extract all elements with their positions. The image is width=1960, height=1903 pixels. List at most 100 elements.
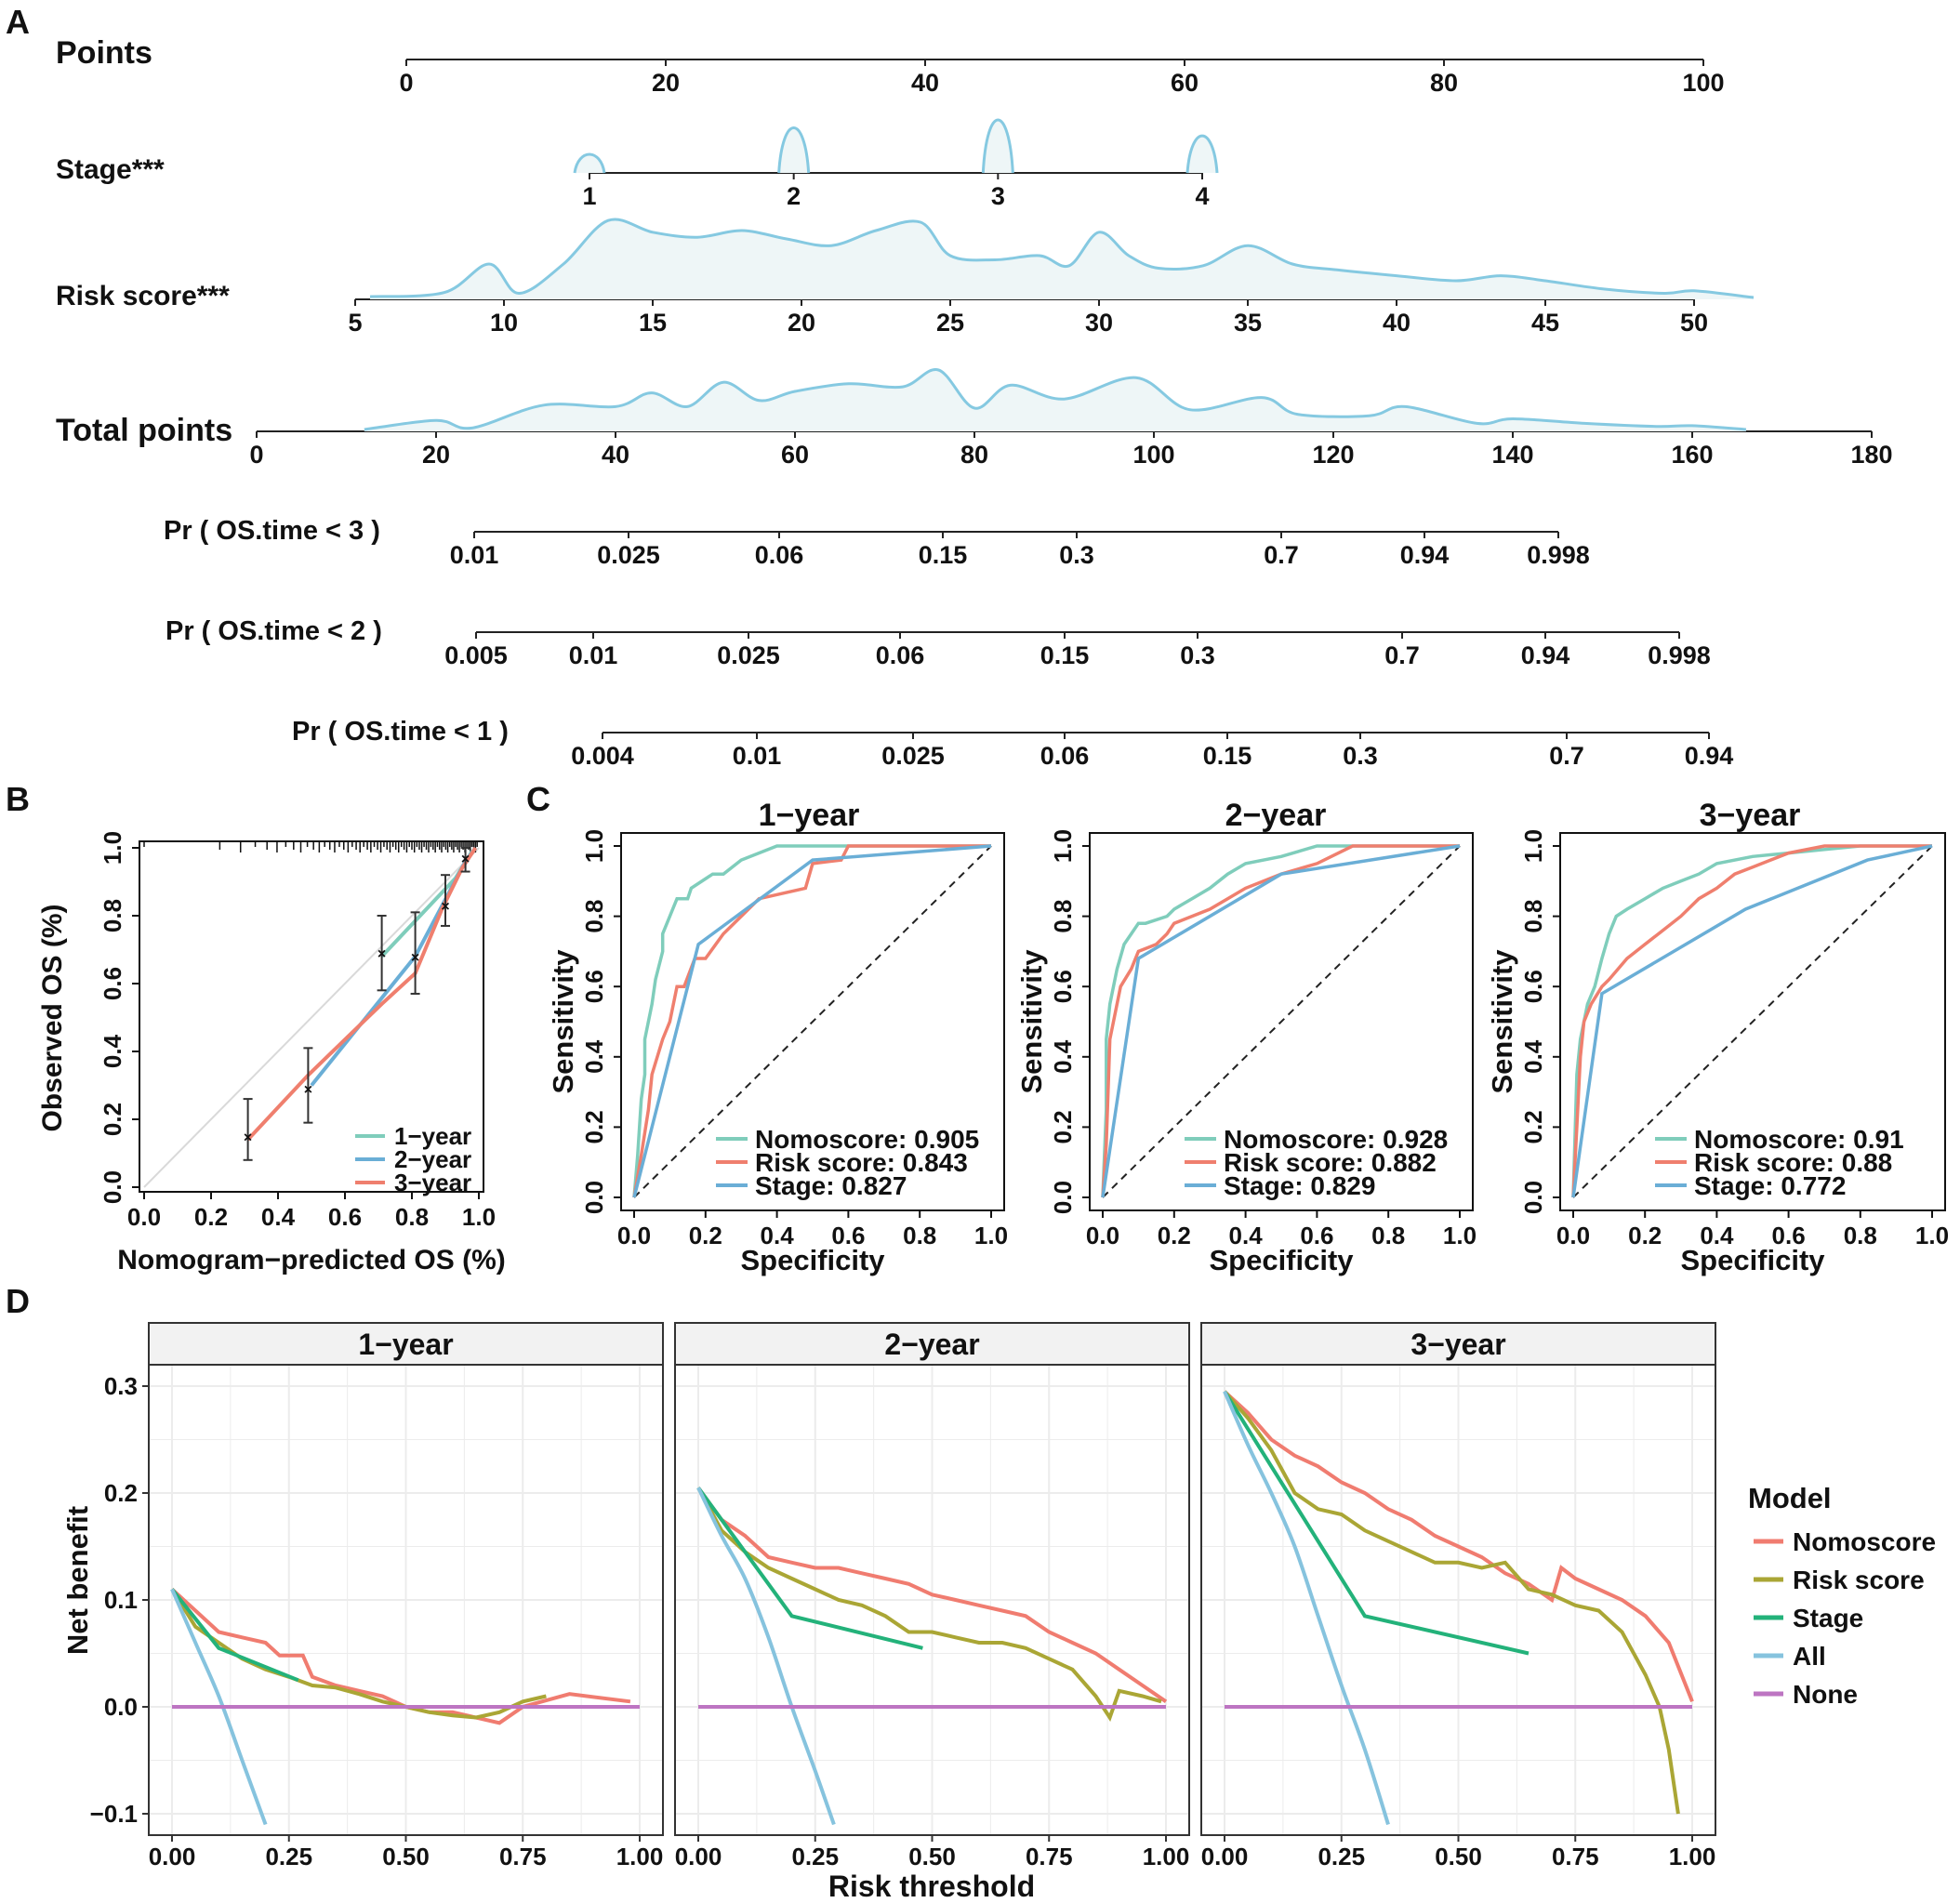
dca-y-tick-label: −0.1 bbox=[90, 1800, 138, 1828]
nomogram-tick-label: 20 bbox=[652, 69, 680, 97]
nomogram-tick-label: 60 bbox=[1171, 69, 1199, 97]
total-points-density-fill bbox=[364, 369, 1746, 431]
nomogram-row-label: Risk score*** bbox=[56, 281, 230, 311]
roc-curve-nomoscore bbox=[1101, 844, 1460, 1198]
roc-legend-label: Stage: 0.829 bbox=[1224, 1171, 1375, 1200]
total-points-density bbox=[364, 368, 1747, 431]
roc-legend-label: Risk score: 0.88 bbox=[1694, 1148, 1892, 1177]
dca-curve-stage bbox=[696, 1487, 923, 1650]
roc-legend-label: Stage: 0.772 bbox=[1694, 1171, 1846, 1200]
roc-y-tick-label: 0.2 bbox=[1049, 1110, 1077, 1143]
dca-x-tick-label: 1.00 bbox=[1143, 1843, 1190, 1870]
roc-x-tick-label: 0.2 bbox=[689, 1222, 722, 1249]
roc-y-tick-label: 0.6 bbox=[580, 970, 608, 1003]
nomogram-tick-label: 0.004 bbox=[571, 742, 634, 770]
dca-y-axis-title: Net benefit bbox=[61, 1506, 94, 1655]
dca-x-tick-label: 0.00 bbox=[149, 1843, 196, 1870]
calibration-frame bbox=[139, 840, 484, 1193]
dca-x-tick-label: 0.25 bbox=[1318, 1843, 1365, 1870]
nomogram-tick-label: 0.15 bbox=[1203, 742, 1252, 770]
roc-legend-label: Risk score: 0.843 bbox=[755, 1148, 968, 1177]
nomogram-tick-label: 20 bbox=[422, 441, 450, 469]
dca-y-tick-label: 0.0 bbox=[104, 1693, 138, 1721]
calibration-x-tick-label: 0.8 bbox=[395, 1203, 429, 1231]
dca-x-axis-title: Risk threshold bbox=[828, 1870, 1035, 1903]
roc-y-tick-label: 0.2 bbox=[580, 1110, 608, 1143]
dca-x-tick-label: 0.25 bbox=[791, 1843, 839, 1870]
nomogram-tick-label: 80 bbox=[960, 441, 988, 469]
calibration-y-axis-title: Observed OS (%) bbox=[37, 904, 68, 1131]
roc-legend-label: Stage: 0.827 bbox=[755, 1171, 907, 1200]
roc-panel-3: 3−year 0.0 0.0 0.2 0.2 0.4 0.4 0.6 0.6 0.8 0.8 1.0 1… bbox=[1486, 798, 1949, 1276]
dca-panel-1: 1−year 0.00 0.25 0.50 0.75 1.00 −0.1 0.0 0.1 0.2 0… bbox=[90, 1322, 664, 1870]
calibration-y-tick-label: 1.0 bbox=[99, 831, 126, 865]
nomogram-tick-label: 0 bbox=[399, 69, 413, 97]
stage-density-bump bbox=[777, 126, 811, 174]
roc-y-tick-label: 1.0 bbox=[580, 829, 608, 863]
roc-y-axis-title: Sensitivity bbox=[1015, 949, 1048, 1094]
dca-x-tick-label: 0.75 bbox=[499, 1843, 547, 1870]
dca-strip bbox=[674, 1322, 1190, 1366]
dca-strip-title: 2−year bbox=[884, 1328, 979, 1361]
nomogram-tick-label: 0.06 bbox=[755, 541, 804, 569]
roc-legend-label: Risk score: 0.882 bbox=[1224, 1148, 1437, 1177]
roc-y-tick-label: 0.4 bbox=[1049, 1039, 1077, 1074]
panel-label-d: D bbox=[6, 1282, 30, 1320]
nomogram-tick-label: 0.7 bbox=[1549, 742, 1584, 770]
nomogram-tick-label: 0.01 bbox=[733, 742, 782, 770]
nomogram-tick-label: 0.005 bbox=[444, 641, 508, 669]
roc-x-tick-label: 1.0 bbox=[1443, 1222, 1477, 1249]
roc-x-tick-label: 0.4 bbox=[761, 1222, 795, 1249]
nomogram-tick-label: 0 bbox=[249, 441, 263, 469]
roc-y-tick-label: 0.2 bbox=[1519, 1110, 1547, 1143]
dca-panel-3: 3−year 0.00 0.25 0.50 0.75 1.00 bbox=[1200, 1322, 1716, 1870]
roc-x-tick-label: 0.8 bbox=[903, 1222, 936, 1249]
nomogram-tick-label: 0.025 bbox=[717, 641, 780, 669]
roc-x-tick-label: 0.0 bbox=[617, 1222, 651, 1249]
calibration-point-marker: × bbox=[377, 946, 386, 962]
nomogram-tick-label: 30 bbox=[1085, 309, 1113, 337]
roc-title: 1−year bbox=[759, 798, 860, 833]
calibration-x-tick-label: 0.0 bbox=[127, 1203, 161, 1231]
roc-y-tick-label: 0.8 bbox=[1519, 900, 1547, 933]
dca-curve-all bbox=[696, 1487, 836, 1826]
roc-y-tick-label: 0.8 bbox=[1049, 900, 1077, 933]
roc-y-axis-title: Sensitivity bbox=[547, 949, 579, 1094]
nomogram-row: Points 0 20 40 60 80 100 bbox=[56, 35, 1725, 97]
nomogram-tick-label: 4 bbox=[1195, 182, 1209, 210]
roc-y-tick-label: 0.8 bbox=[580, 900, 608, 933]
dca-x-tick-label: 0.00 bbox=[1201, 1843, 1249, 1870]
nomogram-tick-label: 0.025 bbox=[597, 541, 660, 569]
nomogram-tick-label: 0.94 bbox=[1685, 742, 1734, 770]
dca-x-tick-label: 0.75 bbox=[1552, 1843, 1599, 1870]
dca-curve-nomoscore bbox=[170, 1588, 631, 1725]
dca-legend-label: Stage bbox=[1793, 1604, 1863, 1632]
dca-curve-nomoscore bbox=[1223, 1390, 1694, 1703]
stage-density-bump bbox=[981, 118, 1014, 174]
nomogram-tick-label: 0.94 bbox=[1400, 541, 1450, 569]
nomogram-tick-label: 0.998 bbox=[1648, 641, 1711, 669]
nomogram-tick-label: 180 bbox=[1850, 441, 1892, 469]
calibration-legend-label: 1−year bbox=[394, 1122, 471, 1150]
roc-y-tick-label: 0.6 bbox=[1519, 970, 1547, 1003]
nomogram-tick-label: 0.7 bbox=[1264, 541, 1299, 569]
calibration-x-tick-label: 0.2 bbox=[194, 1203, 228, 1231]
nomogram-tick-label: 0.7 bbox=[1384, 641, 1420, 669]
nomogram-tick-label: 10 bbox=[490, 309, 518, 337]
nomogram-row-label: Total points bbox=[56, 413, 232, 448]
roc-y-tick-label: 0.4 bbox=[1519, 1039, 1547, 1074]
dca-x-tick-label: 0.75 bbox=[1026, 1843, 1073, 1870]
nomogram-tick-label: 40 bbox=[1383, 309, 1410, 337]
panel-label-c: C bbox=[526, 780, 550, 818]
nomogram-tick-label: 20 bbox=[788, 309, 815, 337]
calibration-point-marker: × bbox=[411, 950, 419, 966]
calibration-y-tick-label: 0.8 bbox=[99, 899, 126, 932]
roc-x-axis-title: Specificity bbox=[1680, 1244, 1825, 1276]
nomogram-tick-label: 2 bbox=[787, 182, 801, 210]
calibration-y-tick-label: 0.4 bbox=[99, 1034, 126, 1068]
roc-diagonal bbox=[1572, 845, 1933, 1198]
nomogram-tick-label: 1 bbox=[582, 182, 596, 210]
calibration-x-axis-title: Nomogram−predicted OS (%) bbox=[117, 1245, 506, 1275]
calibration-point-marker: × bbox=[244, 1130, 252, 1145]
